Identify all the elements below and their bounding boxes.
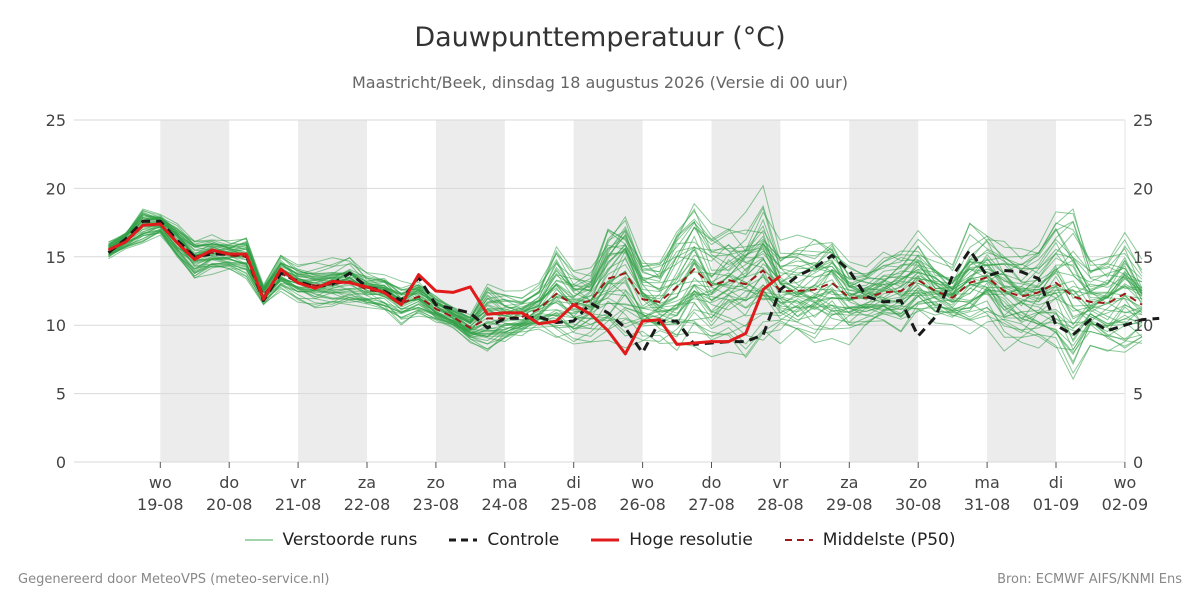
- ensemble-run-17: [108, 215, 1143, 323]
- control-line: [107, 219, 1160, 355]
- ensemble-run-43: [108, 213, 1143, 323]
- y-tick-right-5: 5: [1133, 385, 1143, 404]
- ensemble-run-42: [108, 230, 1143, 354]
- x-tick-day-13: di: [1049, 473, 1064, 492]
- legend-hires[interactable]: Hoge resolutie: [591, 530, 753, 550]
- x-tick-date-3: 22-08: [344, 495, 391, 514]
- x-tick-date-12: 31-08: [964, 495, 1011, 514]
- x-tick-day-2: vr: [290, 473, 306, 492]
- x-tick-day-7: wo: [631, 473, 654, 492]
- ensemble-run-41: [108, 222, 1143, 323]
- y-tick-right-20: 20: [1133, 179, 1153, 198]
- x-tick-day-8: do: [702, 473, 722, 492]
- x-tick-date-8: 27-08: [688, 495, 735, 514]
- legend-ensemble-label: Verstoorde runs: [282, 530, 418, 550]
- legend-median[interactable]: Middelste (P50): [784, 530, 956, 550]
- x-tick-day-6: di: [566, 473, 581, 492]
- legend-control-swatch: [449, 538, 478, 542]
- legend-control-label: Controle: [487, 530, 560, 550]
- legend-control[interactable]: Controle: [449, 530, 559, 550]
- legend-hires-label: Hoge resolutie: [629, 530, 753, 550]
- x-tick-date-2: 21-08: [275, 495, 322, 514]
- x-tick-day-11: zo: [909, 473, 927, 492]
- footer-source: Bron: ECMWF AIFS/KNMI Ens: [997, 572, 1182, 587]
- y-tick-left-25: 25: [46, 111, 66, 130]
- x-tick-date-11: 30-08: [895, 495, 942, 514]
- shaded-band-19-08: [160, 120, 230, 462]
- legend-hires-swatch: [591, 538, 620, 542]
- y-tick-left-5: 5: [56, 385, 66, 404]
- x-tick-date-9: 28-08: [757, 495, 804, 514]
- x-tick-date-6: 25-08: [550, 495, 597, 514]
- ensemble-run-47: [108, 231, 1143, 341]
- y-tick-left-20: 20: [46, 179, 66, 198]
- hires-line: [107, 222, 782, 356]
- shaded-band-25-08: [573, 120, 643, 462]
- ensemble-run-34: [108, 225, 1143, 340]
- chart-subtitle: Maastricht/Beek, dinsdag 18 augustus 202…: [351, 73, 848, 92]
- ensemble-run-50: [108, 229, 1143, 352]
- y-tick-left-15: 15: [46, 248, 66, 267]
- x-tick-date-7: 26-08: [619, 495, 666, 514]
- x-tick-day-1: do: [219, 473, 239, 492]
- y-tick-left-0: 0: [56, 453, 66, 472]
- ensemble-runs: [108, 184, 1143, 381]
- x-axis-labels: wo 19-08 do 20-08 vr 21-08 za 22-08 zo 23-08 ma 24-…: [137, 462, 1148, 514]
- footer-generated: Gegenereerd door MeteoVPS (meteo-service…: [18, 572, 330, 587]
- x-tick-day-9: vr: [772, 473, 788, 492]
- x-tick-day-10: za: [840, 473, 858, 492]
- x-tick-date-14: 02-09: [1102, 495, 1149, 514]
- legend-ensemble-swatch: [244, 539, 273, 541]
- legend: Verstoorde runs Controle Hoge resolutie …: [0, 530, 1200, 550]
- y-axis-labels: 0 0 5 5 10 10 15 15 20 20 25 25: [46, 111, 1154, 472]
- y-tick-right-0: 0: [1133, 453, 1143, 472]
- y-tick-right-10: 10: [1133, 316, 1153, 335]
- legend-median-label: Middelste (P50): [822, 530, 956, 550]
- ensemble-run-37: [108, 234, 1143, 352]
- x-tick-date-5: 24-08: [482, 495, 529, 514]
- x-tick-date-4: 23-08: [413, 495, 460, 514]
- legend-ensemble[interactable]: Verstoorde runs: [244, 530, 418, 550]
- x-tick-day-14: wo: [1113, 473, 1136, 492]
- ensemble-run-49: [108, 210, 1143, 332]
- chart-title: Dauwpunttemperatuur (°C): [414, 22, 786, 53]
- y-tick-right-15: 15: [1133, 248, 1153, 267]
- x-tick-date-1: 20-08: [206, 495, 253, 514]
- x-tick-day-0: wo: [149, 473, 172, 492]
- x-tick-date-10: 29-08: [826, 495, 873, 514]
- x-tick-date-0: 19-08: [137, 495, 184, 514]
- legend-median-swatch: [784, 539, 813, 541]
- x-tick-day-4: zo: [427, 473, 445, 492]
- x-tick-date-13: 01-09: [1033, 495, 1080, 514]
- y-tick-right-25: 25: [1133, 111, 1153, 130]
- ensemble-run-26: [108, 232, 1143, 350]
- x-tick-day-3: za: [358, 473, 376, 492]
- y-tick-left-10: 10: [46, 316, 66, 335]
- x-tick-day-12: ma: [974, 473, 999, 492]
- main-series: [107, 219, 1160, 356]
- x-tick-day-5: ma: [492, 473, 517, 492]
